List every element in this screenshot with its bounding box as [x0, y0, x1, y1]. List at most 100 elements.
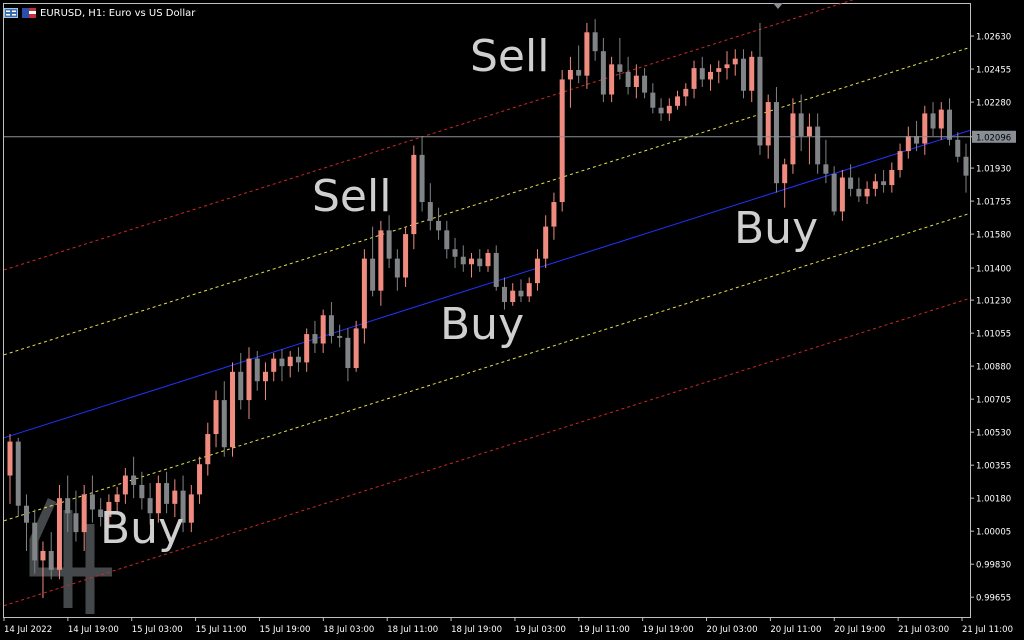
- candle-body: [905, 136, 911, 152]
- candle: [89, 475, 95, 523]
- candle: [773, 86, 779, 193]
- channel-inner-lower-line: [3, 212, 971, 522]
- candle-body: [683, 88, 689, 97]
- candle: [452, 237, 458, 269]
- candle: [287, 351, 293, 378]
- candle-body: [650, 92, 656, 108]
- channel-outer-upper-line: [3, 0, 854, 271]
- candle: [798, 94, 804, 152]
- candle: [361, 249, 367, 344]
- signal-sell-label: Sell: [312, 171, 391, 222]
- candle: [23, 494, 29, 551]
- candle-body: [938, 109, 944, 129]
- candle: [155, 475, 161, 523]
- candle-body: [271, 358, 277, 372]
- candle-body: [81, 494, 87, 533]
- candle-body: [370, 258, 376, 291]
- candle: [642, 68, 648, 99]
- candle-body: [23, 505, 29, 523]
- candle-body: [188, 494, 194, 523]
- candle: [839, 169, 845, 221]
- candle: [460, 245, 466, 272]
- candle-body: [897, 151, 903, 170]
- candle-body: [856, 188, 862, 197]
- y-tick-label: 1.01055: [976, 330, 1011, 340]
- current-price-tag: [972, 130, 1016, 143]
- candle: [872, 173, 878, 197]
- candle-body: [559, 79, 565, 203]
- candle: [592, 19, 598, 61]
- candle-body: [279, 358, 285, 367]
- candle-body: [749, 56, 755, 91]
- candle: [114, 486, 120, 514]
- candle: [427, 183, 433, 231]
- y-tick-label: 0.99655: [976, 594, 1011, 604]
- candle-body: [238, 371, 244, 401]
- candle: [905, 126, 911, 159]
- candle: [848, 164, 854, 197]
- candle-body: [534, 258, 540, 284]
- x-tick-label: 14 Jul 2022: [4, 625, 52, 635]
- price-axis[interactable]: 1.02630 1.02455 1.02280 1.02096 1.01930 1.017…: [970, 33, 1016, 604]
- candle-body: [658, 107, 664, 114]
- candle: [213, 390, 219, 448]
- candle: [65, 475, 71, 533]
- candle: [485, 249, 491, 272]
- candle: [15, 437, 21, 518]
- candle: [510, 283, 516, 306]
- candle-body: [872, 181, 878, 189]
- x-tick-label: 15 Jul 11:00: [196, 625, 247, 635]
- candle: [831, 166, 837, 216]
- candle-body: [65, 498, 71, 514]
- candle-body: [40, 550, 46, 561]
- candle: [699, 56, 705, 87]
- candle: [963, 143, 969, 193]
- candle-body: [963, 156, 969, 176]
- candle: [106, 494, 112, 529]
- candle-body: [15, 441, 21, 506]
- candle: [955, 132, 961, 163]
- candle-body: [98, 509, 104, 518]
- candle: [386, 215, 392, 269]
- time-axis[interactable]: 14 Jul 2022 14 Jul 19:00 15 Jul 03:00 15 Ju…: [3, 617, 1013, 635]
- scroll-marker-icon[interactable]: [773, 3, 783, 9]
- candle: [708, 64, 714, 91]
- chart-header: EURUSD, H1: Euro vs US Dollar: [4, 4, 195, 22]
- candle-body: [798, 113, 804, 137]
- candle-body: [262, 371, 268, 382]
- candle-body: [708, 71, 714, 80]
- candle-body: [699, 68, 705, 80]
- candle-body: [947, 109, 953, 140]
- candle-body: [526, 283, 532, 297]
- chart-window-icon[interactable]: [4, 8, 18, 18]
- candle-body: [864, 188, 870, 197]
- candle: [147, 483, 153, 525]
- x-tick-label: 20 Jul 11:00: [770, 625, 821, 635]
- candle-body: [576, 70, 582, 76]
- x-tick-label: 21 Jul 03:00: [898, 625, 949, 635]
- x-tick-label: 19 Jul 11:00: [579, 625, 630, 635]
- chart-frame: [3, 3, 971, 618]
- candle: [625, 56, 631, 95]
- candle: [897, 143, 903, 178]
- candle: [444, 220, 450, 259]
- candle-body: [732, 58, 738, 65]
- candle: [32, 509, 38, 574]
- candle-body: [765, 102, 771, 146]
- candle: [254, 351, 260, 391]
- candle: [370, 226, 376, 297]
- candle: [930, 102, 936, 137]
- candle-body: [394, 258, 400, 278]
- candle: [56, 484, 62, 580]
- candle-body: [246, 358, 252, 401]
- y-tick-label: 1.00355: [976, 462, 1011, 472]
- candle: [600, 37, 606, 103]
- y-tick-label: 1.02280: [976, 99, 1011, 109]
- x-tick-label: 18 Jul 11:00: [387, 625, 438, 635]
- candle-body: [452, 249, 458, 257]
- candle-body: [691, 68, 697, 89]
- candle: [947, 98, 953, 146]
- candle-body: [469, 258, 475, 265]
- candle: [477, 249, 483, 272]
